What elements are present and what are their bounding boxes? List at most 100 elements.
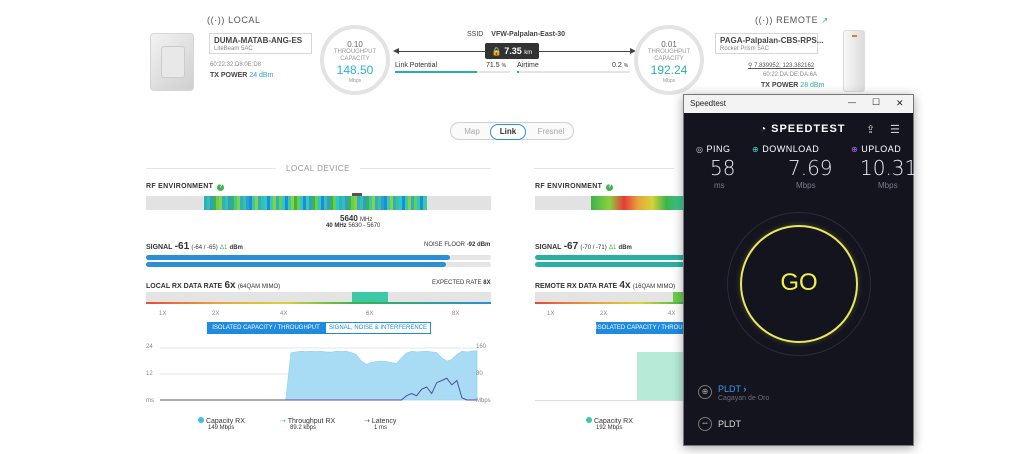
y-right-tick: 160 bbox=[476, 344, 487, 350]
legend-line-icon: ⇢ bbox=[280, 418, 286, 425]
local-rate-scale-strip bbox=[146, 302, 491, 304]
local-rate-label: LOCAL RX DATA RATE bbox=[146, 283, 223, 290]
legend-dot-icon bbox=[198, 417, 204, 423]
rf-freq: 5640 MHz bbox=[340, 214, 372, 223]
remote-capacity-ring: 0.01 THROUGHPUT CAPACITY 192.24 Mbps bbox=[634, 25, 704, 95]
legend-latency: ⇢ Latency 1 ms bbox=[364, 417, 396, 431]
legend-dot-icon bbox=[586, 417, 592, 423]
local-device-card[interactable]: DUMA-MATAB-ANG-ES LiteBeam 5AC bbox=[209, 33, 312, 54]
latency-line bbox=[160, 377, 477, 401]
remote-ring-unit: Mbps bbox=[662, 78, 676, 84]
remote-ring-big: 192.24 bbox=[650, 63, 688, 77]
minimize-button[interactable]: — bbox=[848, 98, 856, 107]
tab-map[interactable]: Map bbox=[464, 127, 480, 136]
ping-icon: ◎ bbox=[696, 145, 704, 154]
local-tx-power-label: TX POWER bbox=[210, 72, 248, 79]
upload-unit: Mbps bbox=[878, 181, 898, 190]
rf-width-range: 40 MHz 5630 - 5670 bbox=[326, 223, 380, 229]
download-label: DOWNLOAD bbox=[762, 144, 820, 154]
remote-rf-label: RF ENVIRONMENT bbox=[535, 183, 603, 190]
signal-noise-button[interactable]: SIGNAL, NOISE & INTERFERENCE bbox=[325, 322, 431, 334]
lock-icon: 🔒 bbox=[491, 47, 502, 56]
remote-device-image bbox=[843, 30, 865, 92]
local-device-model: LiteBeam 5AC bbox=[214, 46, 253, 52]
rate-tick: 6X bbox=[366, 311, 374, 317]
remote-ring-title2: CAPACITY bbox=[654, 56, 684, 62]
signal-delta: Δ1 bbox=[219, 245, 228, 251]
help-icon[interactable]: ? bbox=[217, 184, 225, 191]
remote-rate-label: REMOTE RX DATA RATE bbox=[535, 283, 618, 290]
remote-capacity-area bbox=[637, 352, 685, 400]
remote-rate-detail: (16QAM MIMO) bbox=[632, 284, 676, 290]
remote-ring-value: 0.01 bbox=[661, 40, 677, 49]
local-ring-title2: CAPACITY bbox=[340, 56, 370, 62]
local-rate-detail: (64QAM MIMO) bbox=[237, 284, 281, 290]
download-unit: Mbps bbox=[796, 181, 816, 190]
local-capacity-ring: 0.10 THROUGHPUT CAPACITY 148.50 Mbps bbox=[320, 25, 390, 95]
noise-floor-value: -92 dBm bbox=[466, 242, 491, 248]
rate-tick: 2X bbox=[600, 311, 608, 317]
y-left-tick: ms bbox=[146, 398, 154, 404]
distance-badge: 🔒 7.35 km bbox=[485, 43, 539, 59]
remote-isolated-capacity-button[interactable]: ISOLATED CAPACITY / THROUGHPUT bbox=[596, 322, 685, 334]
remote-coords[interactable]: ⚲ 7.839952, 123.382162 bbox=[748, 62, 814, 69]
map-pin-icon: ⚲ bbox=[748, 63, 753, 69]
signal-chain-0-fill bbox=[146, 255, 450, 260]
ssid-row: SSID VFW-Palpalan-East-30 bbox=[467, 31, 565, 38]
signal-value: -61 bbox=[174, 241, 190, 252]
local-ring-big: 148.50 bbox=[336, 63, 374, 77]
remote-tx-power-label: TX POWER bbox=[761, 82, 799, 89]
airtime-value: 0.2 bbox=[612, 62, 622, 69]
capacity-rx-area bbox=[160, 350, 478, 401]
signal-label: SIGNAL bbox=[146, 244, 173, 251]
go-button[interactable]: GO bbox=[740, 225, 858, 343]
isp-location: Cagayan de Oro bbox=[718, 395, 770, 402]
legend-line-icon: ⇢ bbox=[364, 418, 370, 425]
legend-name: Capacity RX bbox=[205, 418, 245, 425]
signal-chain-1-fill bbox=[146, 262, 447, 267]
local-rate-value: 6x bbox=[224, 280, 236, 291]
speedtest-window: Speedtest — ☐ ✕ ◔ SPEEDTEST ⇪ ☰ ◎ PING 5… bbox=[683, 94, 917, 446]
remote-ring-title1: THROUGHPUT bbox=[647, 49, 691, 55]
tab-link[interactable]: Link bbox=[490, 124, 526, 140]
airtime-fill bbox=[517, 71, 520, 73]
upload-label: UPLOAD bbox=[861, 144, 902, 154]
rf-width: 40 MHz bbox=[326, 223, 347, 229]
ping-label-row: ◎ PING bbox=[696, 144, 731, 154]
rate-tick: 1X bbox=[547, 311, 555, 317]
local-ring-title1: THROUGHPUT bbox=[333, 49, 377, 55]
server-name[interactable]: PLDT bbox=[718, 419, 742, 429]
download-label-row: ⊕ DOWNLOAD bbox=[752, 144, 819, 154]
legend-value: 192 Mbps bbox=[596, 425, 623, 431]
noise-floor: NOISE FLOOR -92 dBm bbox=[424, 242, 490, 248]
link-potential-fill bbox=[395, 71, 478, 73]
expected-rate: EXPECTED RATE 8X bbox=[432, 280, 491, 286]
remote-coords-value: 7.839952, 123.382162 bbox=[754, 63, 815, 69]
settings-icon[interactable]: ☰ bbox=[890, 124, 900, 136]
remote-rate-value: 4x bbox=[619, 280, 631, 291]
help-icon[interactable]: ? bbox=[606, 184, 614, 191]
share-icon[interactable]: ⇪ bbox=[866, 124, 876, 136]
distance-unit: km bbox=[524, 50, 533, 56]
remote-device-card[interactable]: PAGA-Palpalan-CBS-RPS... Rocket Prism 5A… bbox=[715, 33, 823, 54]
maximize-button[interactable]: ☐ bbox=[872, 97, 881, 107]
arrow-right-icon bbox=[630, 48, 636, 54]
speedtest-titlebar[interactable]: Speedtest — ☐ ✕ bbox=[684, 95, 913, 113]
antenna-icon: ((·)) bbox=[755, 15, 773, 25]
remote-signal-chain-0 bbox=[535, 255, 685, 260]
divider bbox=[360, 168, 491, 169]
external-link-icon[interactable]: ↗ bbox=[821, 16, 829, 25]
close-button[interactable]: ✕ bbox=[896, 98, 904, 108]
signal-title: SIGNAL -61 (-64 / -65) Δ1 dBm bbox=[146, 241, 243, 252]
remote-device-name: PAGA-Palpalan-CBS-RPS... bbox=[720, 36, 824, 45]
noise-floor-label: NOISE FLOOR bbox=[424, 242, 466, 248]
tab-fresnel[interactable]: Fresnel bbox=[537, 127, 565, 136]
local-device-section-title: LOCAL DEVICE bbox=[286, 164, 350, 173]
y-left-tick: 12 bbox=[146, 371, 153, 377]
isolated-capacity-button[interactable]: ISOLATED CAPACITY / THROUGHPUT bbox=[207, 322, 325, 334]
rf-freq-value: 5640 bbox=[340, 214, 358, 223]
remote-tx-power: TX POWER 28 dBm bbox=[761, 82, 824, 89]
local-header: ((·)) LOCAL bbox=[207, 15, 261, 25]
y-left-tick: 24 bbox=[146, 344, 153, 350]
isp-name-link[interactable]: PLDT › bbox=[718, 384, 746, 394]
